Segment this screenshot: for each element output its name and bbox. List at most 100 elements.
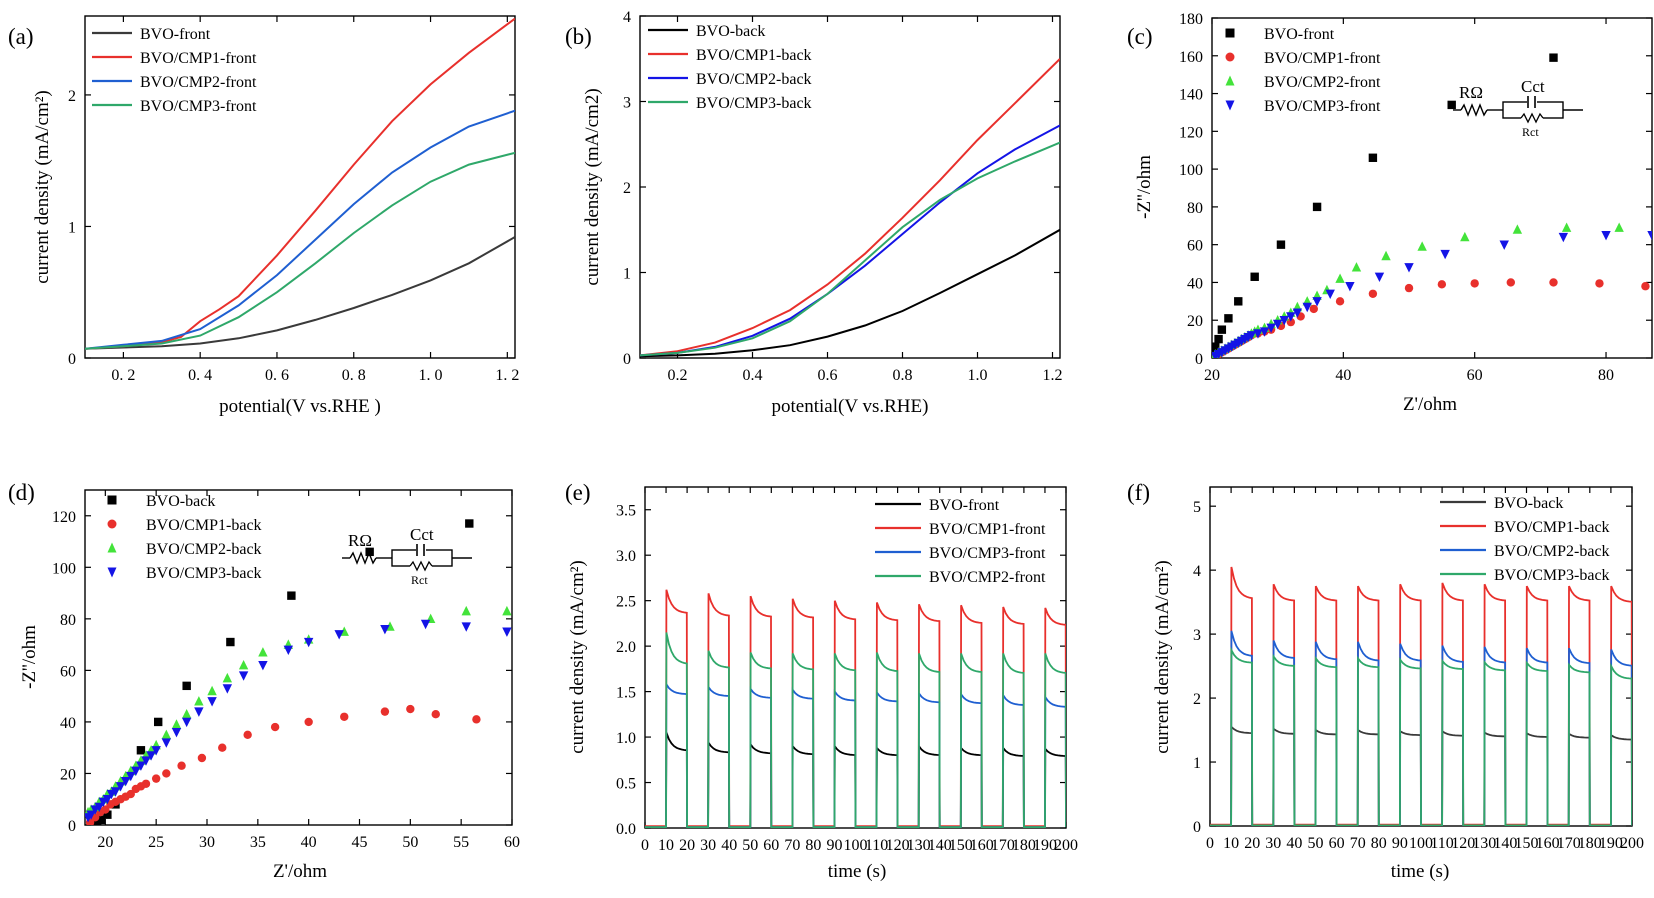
x-axis-label: Z'/ohm: [1403, 394, 1457, 415]
equivalent-circuit: RΩ Cct Rct: [342, 525, 472, 587]
y-tick-label: 1.5: [616, 685, 636, 702]
legend-swatch: [107, 495, 117, 505]
x-tick-label: 130: [1472, 835, 1496, 852]
panel-f: 0 10 20 30 40 50 60 70 80 90 100110120130140150160…: [1127, 480, 1644, 882]
data-point: [222, 672, 233, 683]
data-point: [1286, 317, 1296, 327]
panel-label: (d): [8, 480, 35, 505]
series-line-BVO/CMP3-back: [640, 141, 1060, 357]
data-point: [1641, 282, 1650, 291]
data-point: [162, 769, 171, 778]
legend-label: BVO-back: [696, 23, 765, 40]
data-point: [171, 719, 182, 729]
data-point: [1381, 250, 1391, 261]
y-tick-label: 3: [1193, 627, 1201, 644]
plot-area: [640, 58, 1060, 358]
data-point: [1447, 100, 1456, 110]
plot-frame: [639, 15, 1061, 359]
legend-label: BVO/CMP1-back: [1494, 519, 1610, 536]
y-tick-label: 180: [1179, 11, 1203, 28]
data-point: [380, 624, 390, 635]
data-point: [197, 753, 207, 763]
x-tick-label: 40: [1335, 367, 1351, 384]
y-tick-label: 40: [60, 715, 76, 732]
x-tick-label: 180: [1012, 837, 1036, 854]
legend-label: BVO-front: [140, 26, 211, 43]
plot-area: [85, 519, 512, 825]
plot-area: [1212, 53, 1652, 358]
plot-frame: [84, 489, 513, 826]
panel-e: 0 10 20 30 40 50 60 70 80 90 100110120130140150160…: [565, 480, 1078, 882]
data-point: [1266, 323, 1276, 333]
x-tick-label: 130: [907, 837, 931, 854]
data-point: [1601, 231, 1611, 241]
y-tick-label: 100: [1179, 162, 1203, 179]
data-point: [151, 774, 161, 783]
x-tick-label: 60: [1329, 835, 1345, 852]
y-tick-label: 60: [60, 663, 76, 680]
y-tick-label: 20: [1187, 313, 1203, 330]
data-point: [303, 637, 314, 648]
data-point: [304, 717, 313, 727]
y-tick-label: 160: [1179, 49, 1203, 66]
data-point: [1549, 53, 1558, 62]
y-tick-label: 120: [52, 509, 76, 526]
data-point: [194, 696, 204, 706]
x-tick-label: 90: [826, 837, 842, 854]
data-point: [120, 776, 131, 787]
data-point: [1312, 297, 1322, 307]
y-tick-label: 20: [60, 766, 76, 783]
legend-label: BVO-front: [1264, 26, 1335, 43]
legend-swatch: [1225, 28, 1235, 38]
y-tick-label: 0: [68, 818, 76, 835]
x-tick-label: 80: [1598, 367, 1614, 384]
series-line-BVO-back: [1210, 724, 1632, 826]
y-tick-label: 3.0: [616, 548, 636, 565]
data-point: [131, 766, 141, 777]
x-tick-label: 190: [1033, 837, 1057, 854]
panel-label: (a): [8, 24, 34, 49]
y-tick-label: 5: [1193, 499, 1201, 516]
y-tick-label: 0: [1193, 819, 1201, 836]
equivalent-circuit: RΩ Cct Rct: [1453, 77, 1583, 139]
data-point: [472, 715, 481, 724]
data-point: [141, 779, 151, 788]
x-axis-label: potential(V vs.RHE): [772, 396, 929, 417]
data-point: [141, 756, 151, 766]
resistor-symbol: [349, 551, 377, 565]
x-tick-label: 60: [763, 837, 779, 854]
legend-label: BVO/CMP3-back: [146, 565, 262, 582]
legend-label: BVO/CMP2-back: [146, 541, 262, 558]
x-tick-label: 0.8: [893, 367, 913, 384]
x-tick-label: 0. 8: [342, 367, 366, 384]
data-point: [86, 810, 96, 820]
capacitor-gap: [1527, 98, 1537, 106]
data-point: [126, 789, 135, 799]
x-tick-label: 0.2: [668, 367, 688, 384]
data-point: [161, 729, 172, 740]
x-tick-label: 1.0: [968, 367, 988, 384]
legend-label: BVO/CMP2-back: [1494, 543, 1610, 560]
data-point: [218, 743, 227, 752]
series-line-BVO-front: [85, 236, 515, 350]
data-point: [1259, 327, 1270, 337]
y-axis-label: current density (mA/cm²): [1152, 560, 1173, 754]
data-point: [380, 707, 390, 716]
data-point: [94, 802, 104, 813]
circuit-r-label: RΩ: [348, 531, 372, 550]
x-tick-label: 50: [1308, 835, 1324, 852]
legend-label: BVO/CMP1-front: [929, 521, 1046, 538]
data-point: [1302, 302, 1312, 313]
panel-b: 0.2 0.4 0.6 0.8 1.0 1.2 0 1 2 3 4 potential(V vs.RH…: [565, 9, 1063, 417]
x-tick-label: 20: [1244, 835, 1260, 852]
data-point: [465, 519, 474, 528]
legend-label: BVO/CMP3-front: [929, 545, 1046, 562]
y-tick-label: 2.0: [616, 639, 636, 656]
x-tick-label: 50: [742, 837, 758, 854]
capacitor-gap: [416, 546, 426, 554]
x-tick-label: 120: [1451, 835, 1475, 852]
x-tick-label: 35: [250, 834, 266, 851]
data-point: [181, 708, 192, 719]
y-tick-label: 60: [1187, 238, 1203, 255]
resistor-gap: [1521, 114, 1543, 122]
